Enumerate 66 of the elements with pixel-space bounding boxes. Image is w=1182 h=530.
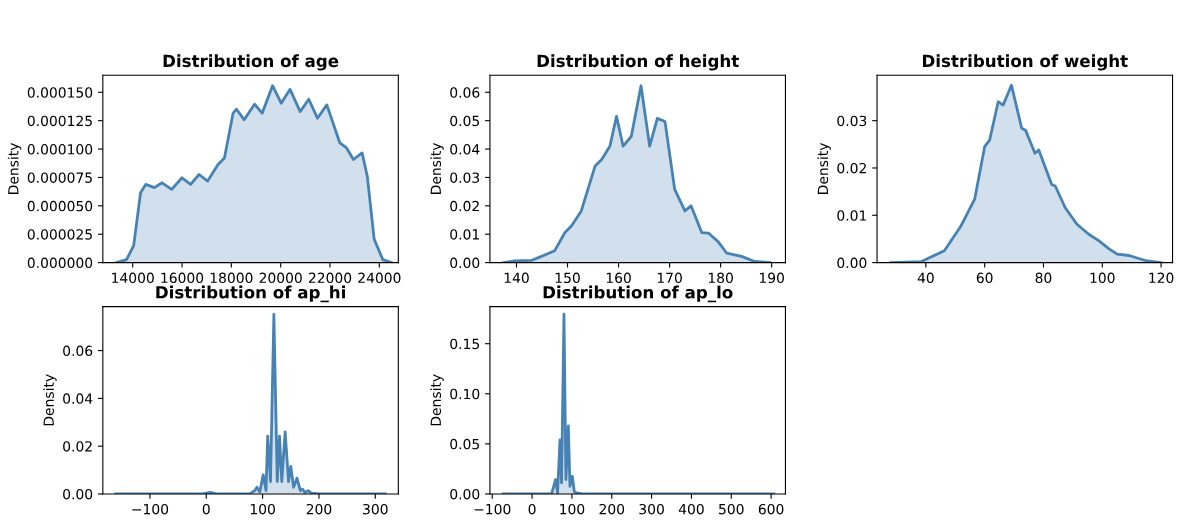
x-tick-label: 14000 xyxy=(112,272,154,284)
x-tick-label: 22000 xyxy=(308,272,352,284)
x-tick-label: 300 xyxy=(363,503,388,515)
x-tick-label: 200 xyxy=(599,503,625,515)
x-tick-label: 60 xyxy=(976,272,993,284)
x-tick-label: 180 xyxy=(708,272,733,284)
chart-title: Distribution of weight xyxy=(923,54,1128,71)
chart-title: Distribution of height xyxy=(537,54,739,71)
x-tick-label: 24000 xyxy=(358,272,401,284)
chart-title: Distribution of age xyxy=(163,54,339,71)
x-tick-label: 100 xyxy=(1090,272,1115,284)
y-tick-label: 0.00 xyxy=(450,257,480,269)
y-axis-title: Density xyxy=(430,142,444,194)
y-tick-label: 0.000000 xyxy=(27,257,93,269)
y-tick-label: 0.06 xyxy=(63,345,93,357)
x-tick-label: 150 xyxy=(555,272,580,284)
x-tick-label: 600 xyxy=(758,503,784,515)
y-tick-label: 0.000025 xyxy=(27,229,92,240)
y-axis-title: Density xyxy=(7,142,22,194)
x-tick-label: 0 xyxy=(528,503,536,515)
x-tick-label: −100 xyxy=(474,503,511,515)
x-tick-label: 40 xyxy=(917,272,934,284)
x-tick-label: 170 xyxy=(657,272,682,284)
x-tick-label: 18000 xyxy=(210,272,253,284)
y-tick-label: 0.000050 xyxy=(27,200,93,212)
y-tick-label: 0.000125 xyxy=(27,115,92,127)
y-axis-title: Density xyxy=(430,374,444,426)
x-tick-label: 100 xyxy=(250,503,275,515)
y-tick-label: 0.000150 xyxy=(27,87,93,98)
y-tick-label: 0.00 xyxy=(63,488,93,500)
y-tick-label: 0.03 xyxy=(450,172,480,183)
y-axis-title: Density xyxy=(43,374,57,426)
y-tick-label: 0.02 xyxy=(63,441,92,452)
y-tick-label: 0.06 xyxy=(450,87,480,98)
x-tick-label: 20000 xyxy=(259,272,302,284)
x-tick-label: 500 xyxy=(719,503,744,515)
y-tick-label: 0.10 xyxy=(450,388,480,400)
x-tick-label: 100 xyxy=(560,503,585,515)
y-tick-label: 0.00 xyxy=(450,488,480,500)
y-tick-label: 0.15 xyxy=(450,338,479,350)
x-tick-label: 16000 xyxy=(161,272,204,284)
y-tick-label: 0.02 xyxy=(450,200,479,212)
y-axis-title: Density xyxy=(817,142,831,194)
chart-title: Distribution of ap_hi xyxy=(156,285,345,303)
x-tick-label: 120 xyxy=(1149,272,1174,284)
y-tick-label: 0.000075 xyxy=(27,172,92,183)
y-tick-label: 0.03 xyxy=(837,115,867,127)
x-tick-label: −100 xyxy=(132,503,169,515)
chart-title: Distribution of ap_lo xyxy=(543,285,733,303)
y-tick-label: 0.05 xyxy=(450,115,479,127)
y-tick-label: 0.04 xyxy=(63,393,93,404)
x-tick-label: 0 xyxy=(202,503,210,515)
y-tick-label: 0.000100 xyxy=(27,144,93,155)
y-tick-label: 0.05 xyxy=(450,438,479,450)
y-tick-label: 0.02 xyxy=(837,162,866,174)
x-tick-label: 200 xyxy=(306,503,332,515)
x-tick-label: 190 xyxy=(759,272,784,284)
x-tick-label: 160 xyxy=(606,272,631,284)
y-tick-label: 0.01 xyxy=(450,229,479,240)
x-tick-label: 80 xyxy=(1035,272,1052,284)
y-tick-label: 0.01 xyxy=(837,210,867,221)
x-tick-label: 300 xyxy=(639,503,664,515)
x-tick-label: 140 xyxy=(504,272,529,284)
y-tick-label: 0.04 xyxy=(450,144,480,155)
x-tick-label: 400 xyxy=(678,503,704,515)
y-tick-label: 0.00 xyxy=(837,257,867,269)
